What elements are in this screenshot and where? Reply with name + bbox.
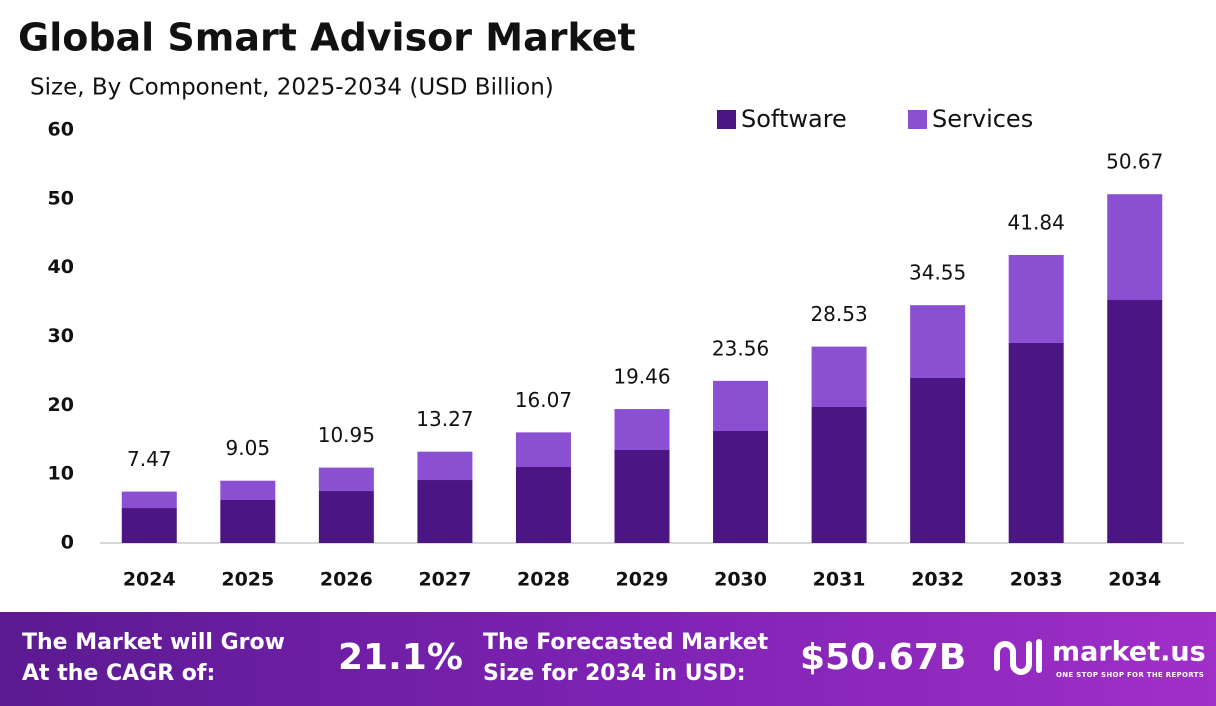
bar-segment [713,431,769,543]
brand-logo [994,639,1042,675]
x-tick-label: 2029 [616,569,669,591]
bar-segment [614,450,670,543]
bar-segment [220,480,276,500]
total-label: 34.55 [909,261,966,285]
logo-icon [994,641,1032,675]
total-label: 41.84 [1008,211,1065,235]
y-tick-label: 30 [48,325,74,347]
bar-segment [614,409,670,451]
bar-segment [713,380,769,432]
x-tick-label: 2025 [221,569,274,591]
y-tick-label: 20 [48,394,74,416]
bar-segment [811,346,867,407]
y-tick-label: 60 [48,119,74,141]
plot: 010203040506020247.4720259.05202610.9520… [48,119,1184,591]
bar-segment [318,491,374,543]
x-tick-label: 2024 [123,569,176,591]
total-label: 7.47 [127,447,172,471]
bar-segment [515,432,571,468]
brand-tagline: ONE STOP SHOP FOR THE REPORTS [1056,671,1204,679]
x-tick-label: 2031 [813,569,866,591]
bar-segment [1008,255,1064,343]
total-label: 9.05 [226,436,271,460]
legend-swatch [908,110,927,129]
y-tick-label: 0 [61,532,74,554]
legend-label: Software [741,105,847,133]
y-tick-label: 40 [48,256,74,278]
forecast-label: Size for 2034 in USD: [483,661,746,686]
total-label: 19.46 [613,365,670,389]
legend: Software Services [717,105,1033,133]
bar-segment [318,467,374,492]
total-label: 13.27 [416,407,473,431]
cagr-label: At the CAGR of: [22,661,215,686]
bar-segment [417,451,473,481]
x-tick-label: 2026 [320,569,373,591]
legend-swatch [717,110,736,129]
x-tick-label: 2034 [1108,569,1161,591]
total-label: 16.07 [515,388,572,412]
bar-segment [1107,194,1163,301]
y-tick-label: 50 [48,187,74,209]
total-label: 50.67 [1106,150,1163,174]
total-label: 10.95 [318,423,375,447]
cagr-value: 21.1% [338,637,463,678]
y-tick-label: 10 [48,463,74,485]
x-tick-label: 2027 [418,569,471,591]
brand-name: market.us [1052,637,1206,668]
x-tick-label: 2032 [911,569,964,591]
bar-segment [811,406,867,543]
bar-segment [121,491,177,509]
footer-band [0,612,1216,706]
cagr-label: The Market will Grow [22,630,285,655]
bar-segment [515,467,571,543]
legend-label: Services [932,105,1033,133]
chart-subtitle: Size, By Component, 2025-2034 (USD Billi… [30,75,554,101]
total-label: 28.53 [810,302,867,326]
bar-segment [910,305,966,379]
x-tick-label: 2033 [1010,569,1063,591]
bar-segment [220,499,276,543]
bar-segment [417,480,473,543]
bar-segment [1008,342,1064,543]
forecast-label: The Forecasted Market [483,630,769,655]
chart-title: Global Smart Advisor Market [18,16,636,60]
total-label: 23.56 [712,336,769,360]
bar-segment [910,378,966,543]
x-tick-label: 2030 [714,569,767,591]
bar-segment [121,508,177,543]
x-tick-label: 2028 [517,569,570,591]
forecast-value: $50.67B [800,637,966,678]
bar-segment [1107,300,1163,543]
